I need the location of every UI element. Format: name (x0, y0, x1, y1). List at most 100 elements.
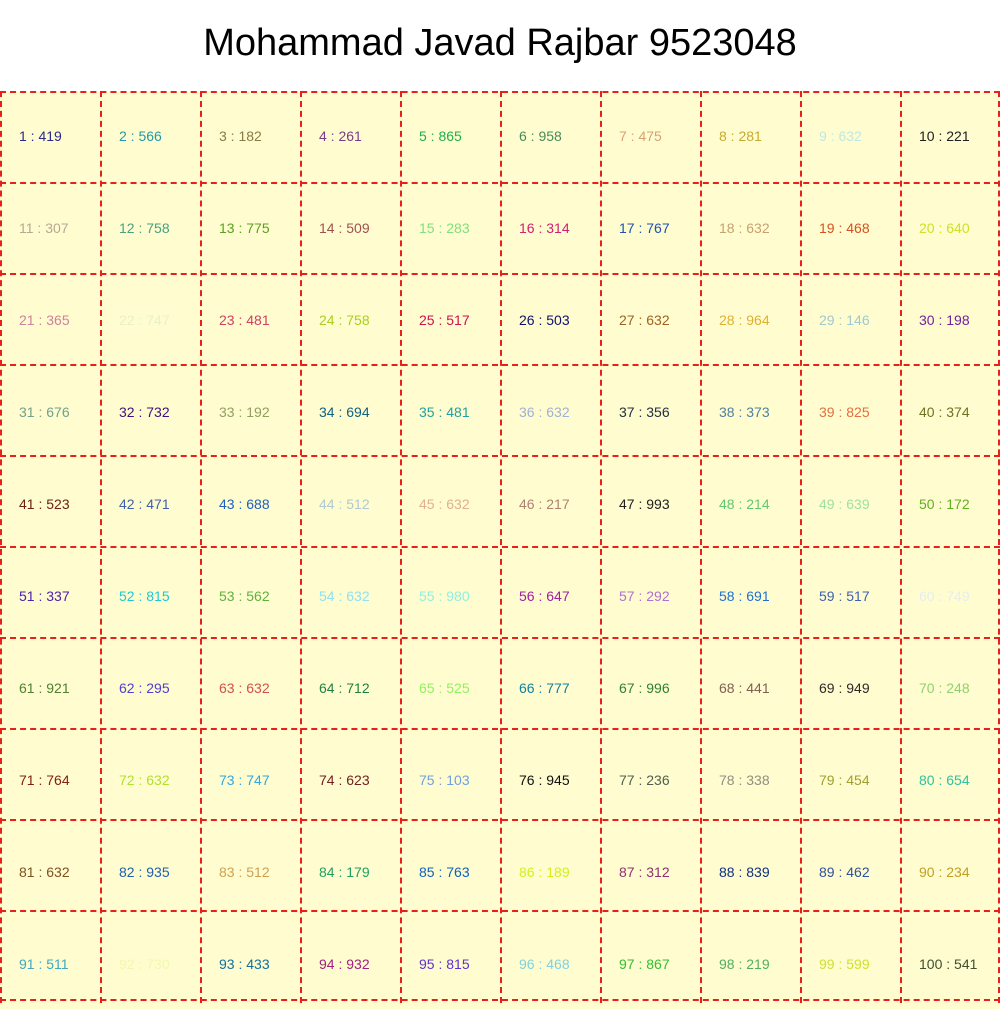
grid-cell: 89 : 462 (800, 827, 900, 917)
cell-label: 51 : 337 (19, 588, 70, 604)
cell-label: 71 : 764 (19, 772, 70, 788)
grid-cell: 54 : 632 (300, 551, 400, 641)
cell-label: 46 : 217 (519, 496, 570, 512)
cell-label: 4 : 261 (319, 128, 362, 144)
grid-cell: 67 : 996 (600, 643, 700, 733)
cell-label: 19 : 468 (819, 220, 870, 236)
grid-cell: 19 : 468 (800, 183, 900, 273)
cell-label: 30 : 198 (919, 312, 970, 328)
cell-label: 75 : 103 (419, 772, 470, 788)
grid-cell: 56 : 647 (500, 551, 600, 641)
grid-cell: 63 : 632 (200, 643, 300, 733)
grid-cell: 96 : 468 (500, 919, 600, 1009)
grid-cell: 7 : 475 (600, 91, 700, 181)
grid-cell: 84 : 179 (300, 827, 400, 917)
grid-cell: 20 : 640 (900, 183, 1000, 273)
grid-cell: 37 : 356 (600, 367, 700, 457)
grid-cell: 30 : 198 (900, 275, 1000, 365)
cell-label: 99 : 599 (819, 956, 870, 972)
grid-cell: 25 : 517 (400, 275, 500, 365)
cell-label: 12 : 758 (119, 220, 170, 236)
cell-label: 35 : 481 (419, 404, 470, 420)
grid-cell: 76 : 945 (500, 735, 600, 825)
cell-label: 90 : 234 (919, 864, 970, 880)
grid-cell: 59 : 517 (800, 551, 900, 641)
grid-cell: 6 : 958 (500, 91, 600, 181)
cell-label: 58 : 691 (719, 588, 770, 604)
grid-cell: 78 : 338 (700, 735, 800, 825)
grid-cell: 2 : 566 (100, 91, 200, 181)
grid-cell: 72 : 632 (100, 735, 200, 825)
cell-label: 38 : 373 (719, 404, 770, 420)
grid-cell: 27 : 632 (600, 275, 700, 365)
cell-label: 23 : 481 (219, 312, 270, 328)
cell-label: 98 : 219 (719, 956, 770, 972)
cell-label: 88 : 839 (719, 864, 770, 880)
cell-label: 92 : 730 (119, 956, 170, 972)
cell-label: 73 : 747 (219, 772, 270, 788)
grid-cell: 94 : 932 (300, 919, 400, 1009)
grid-cell: 92 : 730 (100, 919, 200, 1009)
grid-cell: 43 : 688 (200, 459, 300, 549)
grid-cell: 45 : 632 (400, 459, 500, 549)
cell-label: 28 : 964 (719, 312, 770, 328)
grid-cell: 41 : 523 (0, 459, 100, 549)
cell-label: 33 : 192 (219, 404, 270, 420)
cell-label: 22 : 747 (119, 312, 170, 328)
cell-label: 85 : 763 (419, 864, 470, 880)
grid-cell: 58 : 691 (700, 551, 800, 641)
grid-cell: 48 : 214 (700, 459, 800, 549)
grid-cell: 3 : 182 (200, 91, 300, 181)
grid-cell: 86 : 189 (500, 827, 600, 917)
cell-label: 55 : 980 (419, 588, 470, 604)
grid-cell: 15 : 283 (400, 183, 500, 273)
grid-cell: 88 : 839 (700, 827, 800, 917)
cell-label: 86 : 189 (519, 864, 570, 880)
cell-label: 24 : 758 (319, 312, 370, 328)
grid-cell: 81 : 632 (0, 827, 100, 917)
cell-label: 83 : 512 (219, 864, 270, 880)
cell-label: 48 : 214 (719, 496, 770, 512)
grid-cell: 36 : 632 (500, 367, 600, 457)
grid-cell: 66 : 777 (500, 643, 600, 733)
grid-cell: 99 : 599 (800, 919, 900, 1009)
grid-cell: 50 : 172 (900, 459, 1000, 549)
cell-label: 79 : 454 (819, 772, 870, 788)
grid-cell: 65 : 525 (400, 643, 500, 733)
grid-cell: 70 : 248 (900, 643, 1000, 733)
grid-cell: 71 : 764 (0, 735, 100, 825)
grid-cell: 22 : 747 (100, 275, 200, 365)
grid-cell: 8 : 281 (700, 91, 800, 181)
cell-label: 17 : 767 (619, 220, 670, 236)
grid-cell: 77 : 236 (600, 735, 700, 825)
grid-cell: 91 : 511 (0, 919, 100, 1009)
cell-label: 63 : 632 (219, 680, 270, 696)
cell-label: 32 : 732 (119, 404, 170, 420)
grid-cell: 10 : 221 (900, 91, 1000, 181)
cell-label: 42 : 471 (119, 496, 170, 512)
grid-cell: 93 : 433 (200, 919, 300, 1009)
cell-label: 27 : 632 (619, 312, 670, 328)
cell-label: 100 : 541 (919, 956, 978, 972)
cell-label: 97 : 867 (619, 956, 670, 972)
grid-cell: 46 : 217 (500, 459, 600, 549)
cell-label: 66 : 777 (519, 680, 570, 696)
grid-cell: 87 : 312 (600, 827, 700, 917)
cell-label: 91 : 511 (19, 956, 69, 972)
cell-label: 3 : 182 (219, 128, 262, 144)
cell-label: 53 : 562 (219, 588, 270, 604)
cell-label: 56 : 647 (519, 588, 570, 604)
grid-cell: 33 : 192 (200, 367, 300, 457)
grid-cell: 51 : 337 (0, 551, 100, 641)
cell-label: 80 : 654 (919, 772, 970, 788)
grid-cell: 31 : 676 (0, 367, 100, 457)
cell-label: 11 : 307 (19, 220, 69, 236)
cell-label: 2 : 566 (119, 128, 162, 144)
grid-cell: 82 : 935 (100, 827, 200, 917)
grid-cell: 12 : 758 (100, 183, 200, 273)
grid-cell: 57 : 292 (600, 551, 700, 641)
cell-label: 61 : 921 (19, 680, 70, 696)
cell-label: 18 : 632 (719, 220, 770, 236)
grid-cell: 17 : 767 (600, 183, 700, 273)
grid-cell: 61 : 921 (0, 643, 100, 733)
